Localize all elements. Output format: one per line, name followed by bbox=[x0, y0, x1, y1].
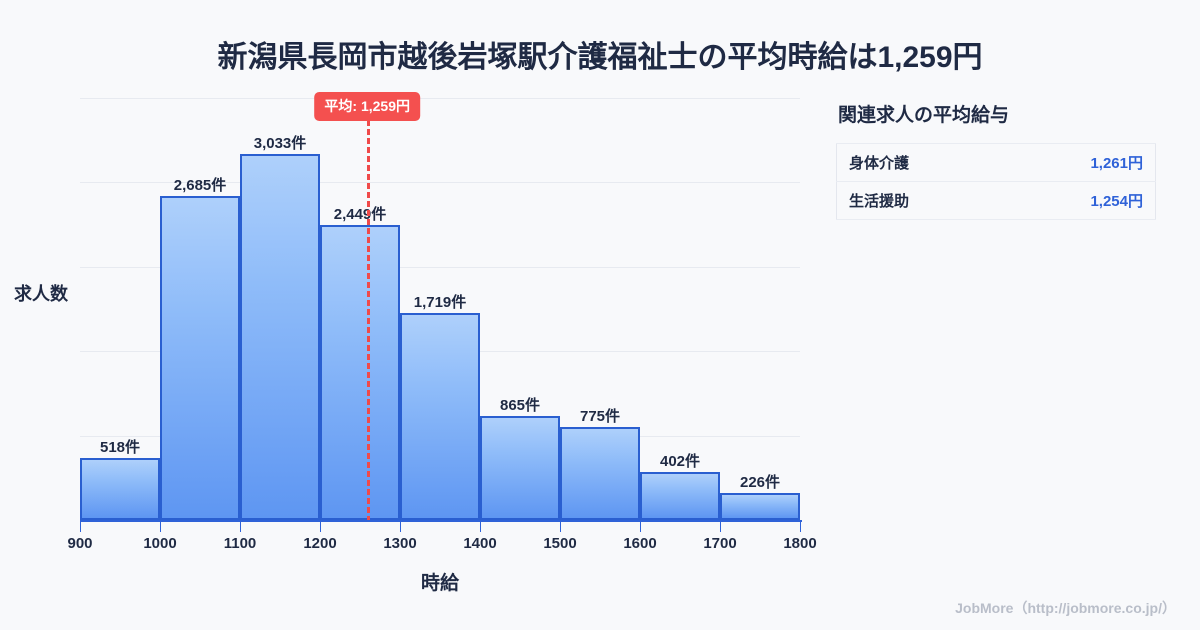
bar[interactable] bbox=[160, 196, 240, 520]
bar[interactable] bbox=[720, 492, 800, 520]
x-tick-label: 1800 bbox=[783, 535, 817, 552]
y-axis-title: 求人数 bbox=[14, 284, 68, 304]
bar[interactable] bbox=[480, 415, 560, 520]
x-tick-label: 1500 bbox=[543, 535, 577, 552]
x-tick-label: 1400 bbox=[463, 535, 497, 552]
gridline bbox=[80, 98, 800, 99]
bar-value-label: 2,449件 bbox=[333, 205, 387, 223]
bar[interactable] bbox=[640, 471, 720, 520]
x-tick-mark bbox=[800, 522, 801, 532]
x-tick-mark bbox=[480, 522, 481, 532]
x-tick-mark bbox=[320, 522, 321, 532]
bar-value-label: 518件 bbox=[99, 438, 141, 456]
related-salary-title: 関連求人の平均給与 bbox=[838, 105, 1010, 126]
x-tick-mark bbox=[640, 522, 641, 532]
bar[interactable] bbox=[80, 457, 160, 520]
bar-value-label: 226件 bbox=[739, 473, 781, 491]
salary-row-label: 生活援助 bbox=[849, 193, 910, 210]
related-salary-table: 身体介護 1,261円生活援助 1,254円 bbox=[836, 143, 1156, 220]
average-line bbox=[367, 120, 371, 522]
bar-value-label: 2,685件 bbox=[173, 177, 227, 195]
x-axis-line bbox=[80, 520, 802, 522]
x-tick-mark bbox=[560, 522, 561, 532]
x-tick-mark bbox=[80, 522, 81, 532]
bar-value-label: 865件 bbox=[499, 396, 541, 414]
source-credit: JobMore（http://jobmore.co.jp/） bbox=[955, 600, 1176, 616]
gridline bbox=[80, 182, 800, 184]
bar-value-label: 3,033件 bbox=[253, 135, 307, 153]
x-tick-label: 1700 bbox=[703, 535, 737, 552]
bar[interactable] bbox=[320, 224, 400, 520]
x-tick-mark bbox=[400, 522, 401, 532]
x-tick-label: 1200 bbox=[303, 535, 337, 552]
x-tick-label: 1100 bbox=[223, 535, 257, 552]
bar-value-label: 775件 bbox=[579, 407, 621, 425]
related-salary-panel: 関連求人の平均給与 身体介護 1,261円生活援助 1,254円 bbox=[836, 100, 1168, 220]
histogram-chart: 求人数 518件 2,685件 3,033件 2,449件 1,719件 865件 775件… bbox=[0, 90, 830, 594]
x-axis-title: 時給 bbox=[420, 573, 459, 594]
x-tick-mark bbox=[720, 522, 721, 532]
bar[interactable] bbox=[560, 426, 640, 520]
x-tick-mark bbox=[160, 522, 161, 532]
table-row[interactable]: 生活援助 1,254円 bbox=[836, 182, 1156, 220]
x-tick-mark bbox=[240, 522, 241, 532]
x-tick-label: 1300 bbox=[383, 535, 417, 552]
average-badge: 平均: 1,259円 bbox=[314, 92, 420, 121]
salary-row-value: 1,254円 bbox=[1090, 193, 1143, 210]
salary-row-value: 1,261円 bbox=[1090, 155, 1143, 172]
gridline bbox=[80, 266, 800, 268]
bar-value-label: 402件 bbox=[659, 452, 701, 470]
bar-value-label: 1,719件 bbox=[413, 293, 467, 311]
x-tick-label: 1600 bbox=[623, 535, 657, 552]
x-tick-label: 900 bbox=[67, 535, 93, 552]
salary-row-label: 身体介護 bbox=[849, 155, 910, 172]
plot-area: 518件 2,685件 3,033件 2,449件 1,719件 865件 775件 402件… bbox=[67, 92, 817, 602]
x-tick-label: 1000 bbox=[143, 535, 177, 552]
bar[interactable] bbox=[400, 312, 480, 520]
bar[interactable] bbox=[240, 154, 320, 520]
table-row[interactable]: 身体介護 1,261円 bbox=[836, 143, 1156, 182]
page-title: 新潟県長岡市越後岩塚駅介護福祉士の平均時給は1,259円 bbox=[217, 41, 983, 74]
